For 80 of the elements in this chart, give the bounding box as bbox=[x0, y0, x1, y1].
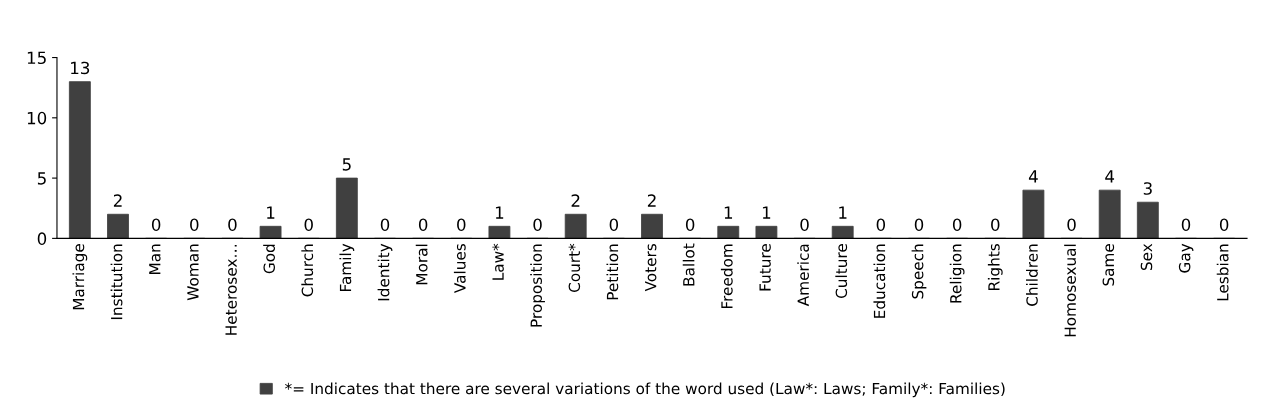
data-label: 0 bbox=[228, 218, 237, 231]
data-label: 3 bbox=[1143, 182, 1152, 195]
x-tick-label: Future bbox=[759, 244, 771, 291]
data-label: 5 bbox=[342, 158, 351, 171]
data-label: 1 bbox=[495, 206, 504, 219]
data-label: 2 bbox=[113, 194, 122, 207]
data-label: 4 bbox=[1028, 170, 1038, 183]
bar bbox=[1098, 189, 1121, 239]
x-tick-label: Speech bbox=[911, 244, 927, 299]
x-tick-label: Identity bbox=[377, 243, 393, 301]
bar bbox=[488, 225, 511, 239]
data-label: 0 bbox=[457, 218, 466, 231]
x-tick-label: Sex bbox=[1140, 243, 1153, 271]
data-label: 0 bbox=[151, 218, 161, 231]
x-tick-label: Gay bbox=[1178, 243, 1194, 273]
x-tick-label: Education bbox=[873, 244, 886, 318]
x-tick-label: Voters bbox=[645, 243, 657, 292]
x-tick-label: Court* bbox=[568, 243, 581, 292]
bar bbox=[335, 177, 358, 239]
data-label: 1 bbox=[724, 206, 733, 219]
x-tick-label: Man bbox=[149, 244, 161, 274]
x-tick-label: God bbox=[263, 244, 275, 274]
x-tick-label: Homosexual bbox=[1064, 244, 1076, 337]
bar bbox=[1136, 201, 1159, 239]
data-label: 4 bbox=[1105, 170, 1115, 183]
data-label: 0 bbox=[876, 218, 886, 231]
bar bbox=[259, 225, 282, 239]
bar bbox=[107, 213, 129, 239]
bar bbox=[717, 225, 740, 239]
x-tick-label: Values bbox=[453, 243, 466, 294]
data-label: 0 bbox=[304, 218, 313, 231]
x-tick-label: Institution bbox=[110, 244, 123, 320]
data-label: 0 bbox=[991, 218, 1000, 231]
data-label: 0 bbox=[190, 218, 199, 231]
data-label: 0 bbox=[952, 218, 962, 231]
bar bbox=[564, 213, 587, 239]
x-tick-label: Moral bbox=[415, 244, 428, 285]
x-tick-label: Marriage bbox=[72, 244, 88, 310]
data-label: 1 bbox=[762, 206, 771, 219]
data-label: 0 bbox=[380, 218, 390, 231]
y-tick-label: 0 bbox=[37, 232, 47, 245]
y-tick-label: 10 bbox=[27, 111, 47, 125]
data-label: 0 bbox=[914, 218, 924, 231]
x-tick-label: Heterosex… bbox=[225, 245, 237, 335]
bar bbox=[755, 225, 778, 239]
data-label: 0 bbox=[609, 218, 619, 231]
x-tick-label: Petition bbox=[606, 244, 619, 300]
bar bbox=[641, 213, 663, 239]
bar bbox=[68, 81, 91, 239]
x-tick-label: Culture bbox=[835, 244, 848, 298]
x-tick-label: Lesbian bbox=[1216, 244, 1229, 301]
data-label: 0 bbox=[1219, 218, 1229, 231]
x-tick-label: Church bbox=[301, 244, 314, 297]
data-label: 1 bbox=[267, 206, 275, 219]
x-tick-label: Law* bbox=[492, 243, 504, 280]
data-label: 2 bbox=[647, 194, 656, 207]
bar bbox=[1022, 189, 1045, 239]
x-tick-label: Proposition bbox=[530, 244, 545, 327]
data-label: 0 bbox=[685, 218, 695, 231]
data-label: 1 bbox=[839, 206, 847, 219]
bar bbox=[831, 225, 854, 239]
x-tick-label: Religion bbox=[949, 244, 965, 303]
data-label: 2 bbox=[571, 194, 580, 207]
data-label: 0 bbox=[418, 218, 428, 231]
y-tick-label: 15 bbox=[27, 51, 46, 65]
x-tick-label: Woman bbox=[187, 244, 199, 301]
x-tick-label: Ballot bbox=[682, 243, 695, 286]
y-tick-label: 5 bbox=[37, 172, 46, 185]
x-tick-label: Rights bbox=[987, 243, 1003, 290]
data-label: 0 bbox=[1181, 218, 1191, 231]
data-label: 0 bbox=[1067, 218, 1076, 231]
data-label: 0 bbox=[533, 218, 542, 231]
legend-label: *= Indicates that there are several variations of the word used (Law*: Laws; Family*: Families) bbox=[285, 382, 1005, 398]
x-tick-label: America bbox=[797, 244, 809, 307]
data-label: 13 bbox=[71, 61, 90, 75]
x-tick-label: Children bbox=[1026, 244, 1038, 306]
x-tick-label: Same bbox=[1102, 244, 1115, 286]
x-tick-label: Family bbox=[339, 243, 355, 291]
x-tick-label: Freedom bbox=[720, 244, 733, 309]
data-label: 0 bbox=[800, 218, 809, 231]
